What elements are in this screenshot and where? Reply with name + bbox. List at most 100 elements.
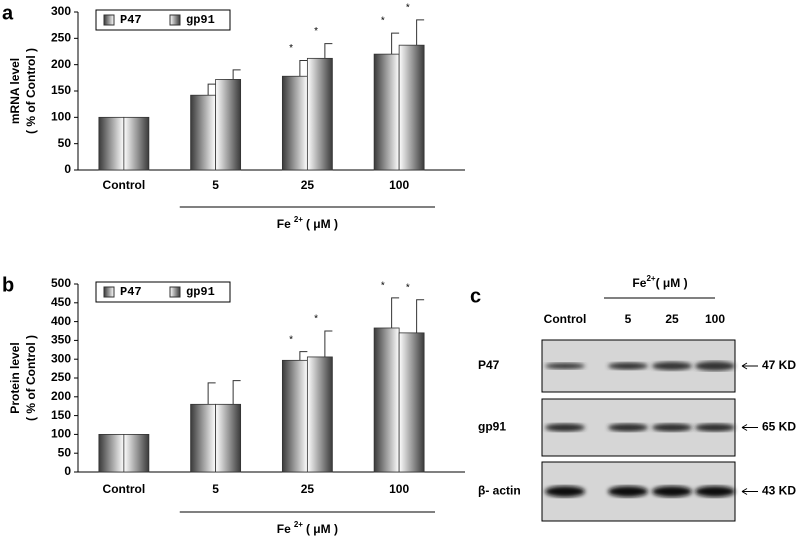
blot-band (545, 423, 585, 432)
legend-label: gp91 (186, 285, 215, 299)
y-tick-label: 450 (51, 295, 71, 309)
y-tick-label: 300 (51, 4, 71, 18)
significance-marker: * (381, 16, 385, 27)
error-bar (207, 83, 216, 96)
legend-swatch (103, 286, 115, 298)
legend-label: P47 (120, 13, 142, 27)
size-label: 65 KD (762, 420, 796, 434)
error-bar (232, 69, 241, 80)
blot-band (545, 363, 585, 369)
legend-swatch (169, 14, 181, 26)
error-bar (416, 19, 425, 46)
error-bar (416, 299, 425, 333)
significance-marker: * (406, 282, 410, 293)
x-tick-label: 25 (301, 178, 315, 192)
bar (281, 75, 308, 171)
row-label: gp91 (478, 420, 506, 434)
significance-marker: * (381, 281, 385, 292)
header-unit: ( μM ) (656, 276, 688, 290)
row-label: β- actin (478, 484, 521, 498)
blot-band (545, 486, 585, 497)
x-tick-label: 5 (212, 482, 219, 496)
y-tick-label: 100 (51, 110, 71, 124)
legend-label: P47 (120, 285, 142, 299)
arrow (741, 362, 758, 370)
bar (281, 359, 308, 473)
x-axis-label-base: Fe (277, 522, 291, 536)
error-bar (299, 59, 308, 77)
x-tick-label: Control (103, 482, 146, 496)
bar (306, 57, 333, 171)
error-bar (207, 382, 216, 405)
bar (398, 332, 425, 473)
bar (98, 433, 125, 473)
error-bar (324, 330, 333, 357)
y-tick-label: 200 (51, 389, 71, 403)
header-base: Fe (632, 276, 646, 290)
x-axis-label-sup: 2+ (294, 520, 303, 529)
blot-band (608, 362, 648, 370)
bar (373, 53, 400, 171)
x-axis-label-base: Fe (277, 217, 291, 231)
legend-swatch (169, 286, 181, 298)
legend-box (95, 281, 231, 303)
bar (123, 433, 150, 473)
blot-header: Fe2+( μM ) (632, 274, 687, 290)
blot-band (652, 486, 692, 497)
error-bar (324, 43, 333, 59)
blot-band (652, 361, 692, 371)
x-tick-label: Control (103, 178, 146, 192)
y-axis-label: ( % of Control ) (24, 48, 38, 134)
bar (215, 403, 242, 473)
arrow (741, 424, 758, 431)
y-tick-label: 300 (51, 351, 71, 365)
row-label: P47 (478, 358, 500, 372)
x-tick-label: 100 (389, 482, 409, 496)
bar (123, 116, 150, 171)
x-axis-label-unit: ( μM ) (306, 522, 338, 536)
bar (190, 94, 217, 171)
blot-band (608, 423, 648, 432)
bar (98, 116, 125, 171)
y-tick-label: 250 (51, 370, 71, 384)
y-tick-label: 500 (51, 276, 71, 290)
bar (215, 79, 242, 171)
panel-label: b (2, 274, 14, 296)
blot-band (695, 423, 735, 432)
x-axis-label: Fe 2+( μM ) (277, 520, 338, 536)
legend-box (95, 9, 231, 31)
legend-swatch (103, 14, 115, 26)
y-axis-label: ( % of Control ) (24, 335, 38, 421)
error-bar (391, 297, 400, 328)
y-tick-label: 0 (64, 162, 71, 176)
y-tick-label: 200 (51, 57, 71, 71)
significance-marker: * (289, 334, 293, 345)
header-sup: 2+ (646, 274, 655, 283)
x-axis-label: Fe 2+( μM ) (277, 215, 338, 231)
x-tick-label: 5 (212, 178, 219, 192)
significance-marker: * (406, 3, 410, 14)
x-axis-label-sup: 2+ (294, 215, 303, 224)
y-tick-label: 350 (51, 333, 71, 347)
bar (398, 44, 425, 171)
x-axis-label-unit: ( μM ) (306, 217, 338, 231)
bar (306, 356, 333, 473)
y-axis-label: mRNA level (8, 58, 22, 124)
significance-marker: * (289, 43, 293, 54)
y-tick-label: 250 (51, 31, 71, 45)
arrow (741, 488, 758, 495)
error-bar (299, 351, 308, 361)
bar (373, 327, 400, 473)
x-tick-label: 100 (389, 178, 409, 192)
error-bar (391, 32, 400, 55)
significance-marker: * (314, 314, 318, 325)
error-bar (232, 380, 241, 405)
size-label: 47 KD (762, 358, 796, 372)
size-label: 43 KD (762, 484, 796, 498)
y-tick-label: 0 (64, 464, 71, 478)
x-tick-label: 25 (301, 482, 315, 496)
y-tick-label: 50 (58, 445, 72, 459)
bar (190, 403, 217, 473)
lane-label: 5 (625, 312, 632, 326)
